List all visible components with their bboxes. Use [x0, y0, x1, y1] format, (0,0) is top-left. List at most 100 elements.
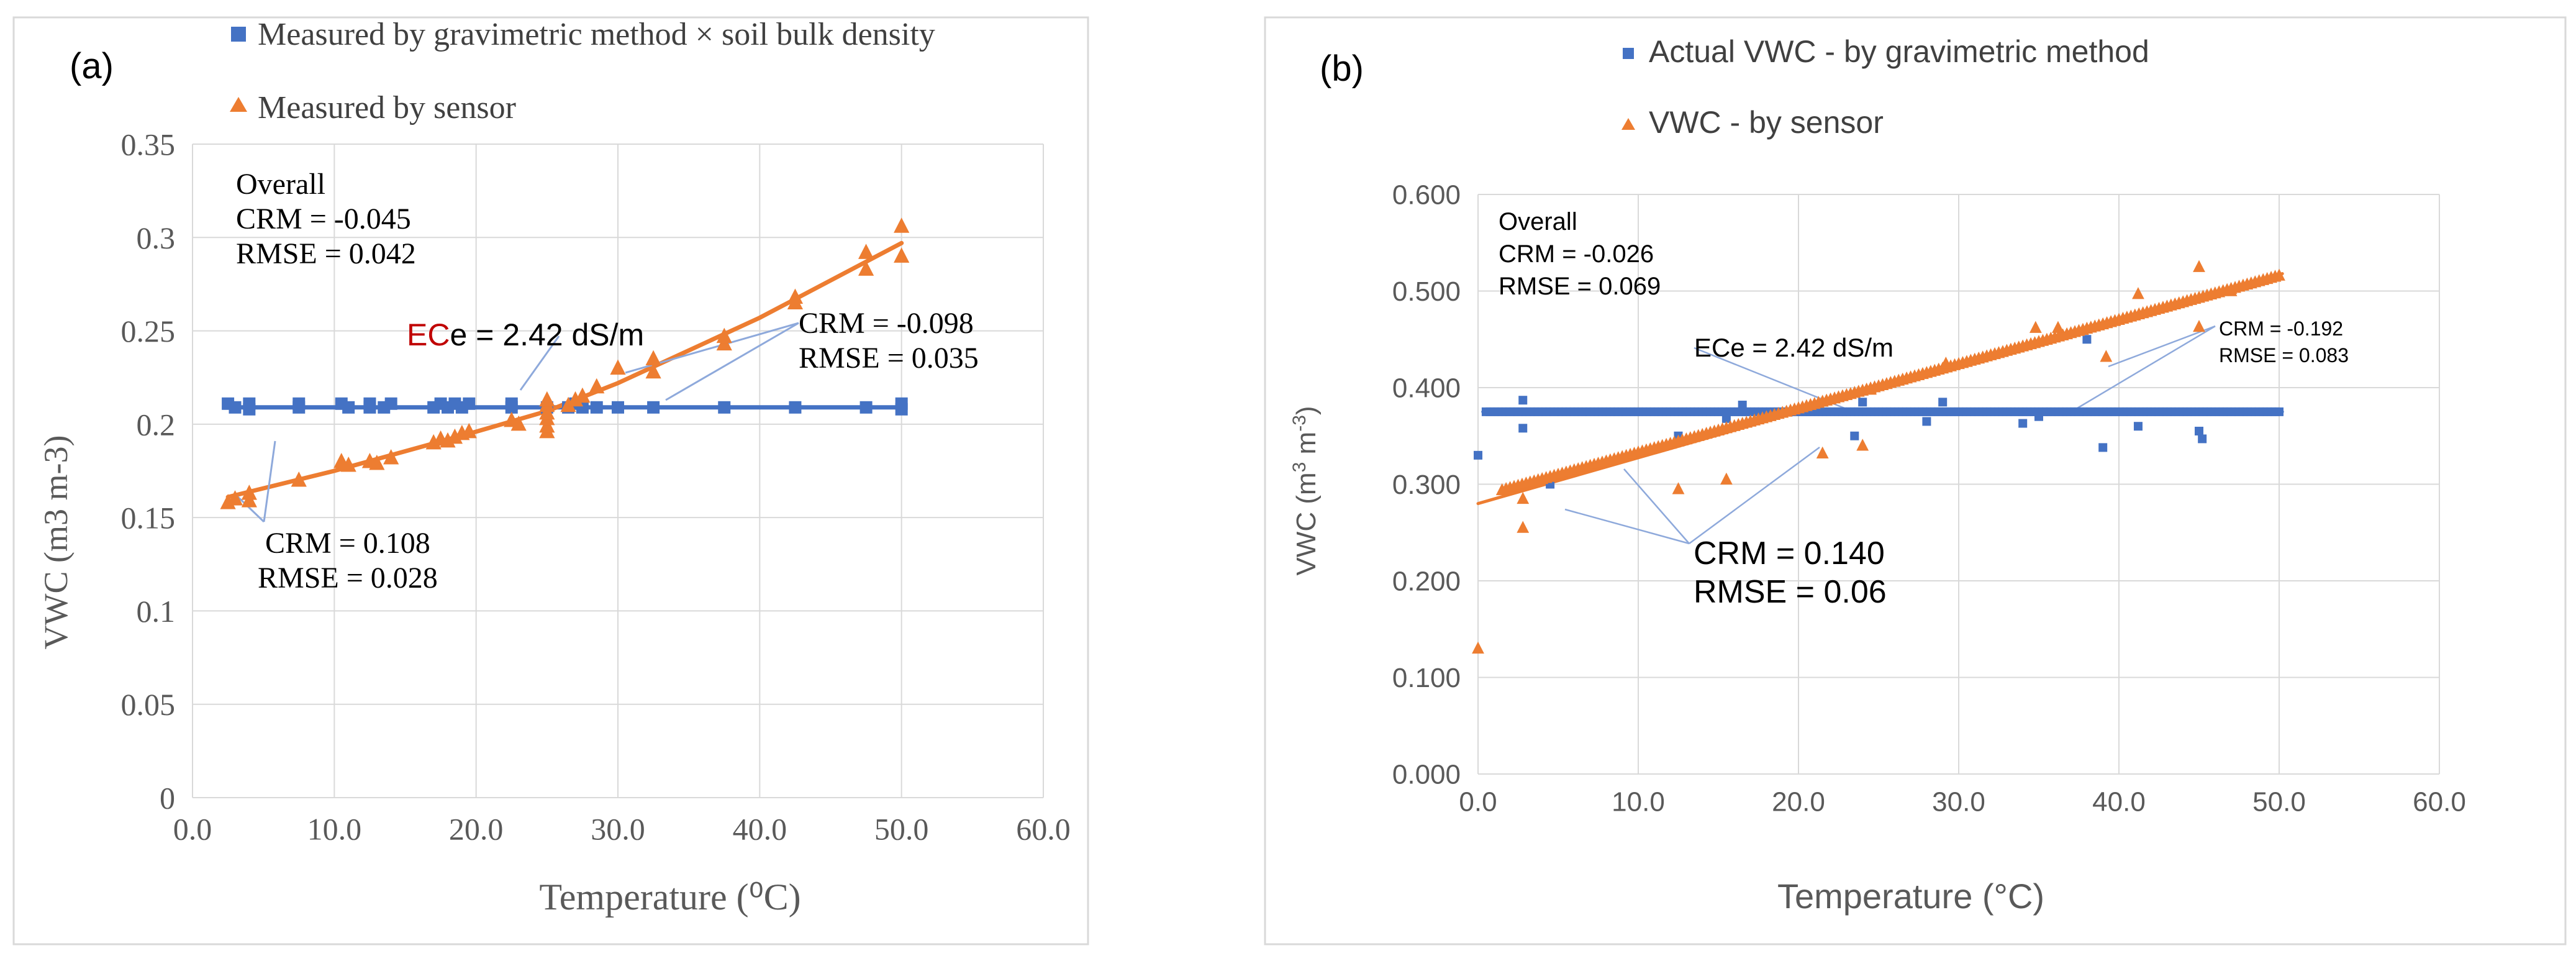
chart-a-point-series-0 — [789, 401, 802, 414]
chart-b-point-series-1 — [2132, 287, 2144, 299]
chart-b-point-series-0 — [2018, 419, 2028, 428]
chart-b-point-series-1 — [2225, 284, 2238, 296]
chart-a-legend-marker-sensor — [230, 97, 247, 112]
chart-b-point-series-0 — [2034, 412, 2043, 421]
chart-a-point-series-0 — [363, 397, 376, 410]
chart-a-point-series-1 — [560, 396, 576, 412]
chart-a-point-series-0 — [895, 403, 908, 416]
chart-b-y-tick-label: 0.100 — [1392, 663, 1461, 693]
chart-b: (b) Actual VWC - by gravimetric method V… — [1264, 16, 2567, 945]
chart-a-point-series-0 — [647, 401, 660, 414]
chart-a-point-series-1 — [340, 456, 356, 472]
chart-b-leader-line — [2108, 325, 2216, 368]
chart-b-point-series-0 — [2275, 407, 2283, 416]
chart-a-low-crm: CRM = 0.108 — [265, 527, 430, 560]
chart-b-point-series-0 — [2133, 422, 2143, 431]
chart-a-y-tick-label: 0.25 — [121, 314, 176, 348]
chart-a-low-rmse: RMSE = 0.028 — [258, 562, 438, 594]
chart-a-point-series-1 — [716, 327, 732, 344]
chart-a-point-series-1 — [787, 288, 804, 304]
chart-b-y-label-sup2: -3 — [1289, 415, 1310, 432]
chart-b-point-series-1 — [1939, 357, 1952, 369]
chart-a-x-tick-label: 60.0 — [1016, 812, 1071, 847]
chart-b-overall-crm: CRM = -0.026 — [1499, 240, 1654, 268]
chart-a-y-tick-label: 0.3 — [137, 221, 176, 255]
chart-a-data-points — [220, 217, 910, 509]
chart-b-point-series-1 — [1864, 383, 1877, 395]
chart-b-legend-marker-gravimetric — [1623, 48, 1634, 59]
chart-a-point-series-1 — [645, 350, 661, 366]
chart-b-frame — [1264, 16, 2567, 945]
chart-b-point-series-0 — [1738, 400, 1747, 409]
chart-b-x-tick-label: 0.0 — [1459, 786, 1497, 817]
chart-b-data-points — [1472, 260, 2285, 654]
chart-b-point-series-1 — [2193, 260, 2205, 272]
chart-a-point-series-0 — [229, 401, 242, 414]
chart-a-point-series-1 — [574, 387, 591, 403]
chart-a-point-series-1 — [510, 415, 527, 431]
chart-b-leader-line — [1689, 446, 1820, 545]
chart-b-point-series-1 — [2100, 350, 2113, 362]
chart-b-legend-label-gravimetric: Actual VWC - by gravimetric method — [1649, 34, 2149, 69]
chart-a-point-series-1 — [369, 454, 385, 470]
chart-b-panel-label: (b) — [1320, 48, 1364, 89]
chart-a-point-series-1 — [645, 363, 661, 379]
chart-b-x-tick-label: 40.0 — [2092, 786, 2146, 817]
chart-b-point-series-1 — [1856, 439, 1869, 451]
chart-a-x-tick-label: 50.0 — [874, 812, 929, 847]
chart-a-point-series-1 — [241, 485, 257, 500]
chart-a-point-series-1 — [227, 490, 243, 506]
chart-b-legend-marker-sensor — [1621, 118, 1635, 130]
chart-b-annotations: Overall CRM = -0.026 RMSE = 0.069 ECe = … — [1499, 208, 2349, 610]
chart-b-overall-title: Overall — [1499, 208, 1577, 235]
chart-b-point-series-1 — [1517, 521, 1530, 533]
chart-a-ece-rest: e = 2.42 dS/m — [450, 317, 644, 352]
chart-a-point-series-1 — [894, 217, 910, 233]
chart-b-y-label-end: ) — [1291, 406, 1322, 415]
chart-a-point-series-1 — [610, 359, 626, 375]
chart-b-point-series-1 — [1517, 491, 1530, 504]
chart-a-x-tick-label: 20.0 — [449, 812, 504, 847]
chart-a-x-tick-label: 30.0 — [591, 812, 645, 847]
chart-b-high-rmse: RMSE = 0.083 — [2219, 344, 2349, 367]
chart-b-x-tick-label: 60.0 — [2413, 786, 2466, 817]
chart-b-y-label-sup1: 3 — [1289, 462, 1310, 473]
chart-b-mid-rmse: RMSE = 0.06 — [1694, 574, 1887, 610]
chart-a-legend-label-sensor: Measured by sensor — [258, 90, 516, 125]
chart-a-point-series-1 — [589, 378, 605, 394]
chart-a-axes: 0 0.05 0.1 0.15 0.2 0.25 0.3 0.35 0.0 10.0 20.0 30.… — [121, 127, 1071, 847]
chart-b-point-series-0 — [2082, 335, 2092, 344]
chart-a-ece-annotation: ECe = 2.42 dS/m — [407, 317, 644, 352]
chart-b-y-tick-label: 0.300 — [1392, 470, 1461, 500]
chart-a-point-series-0 — [859, 401, 873, 414]
chart-a: (a) Measured by gravimetric method × soi… — [12, 16, 1089, 945]
chart-b-high-crm: CRM = -0.192 — [2219, 317, 2343, 340]
chart-a-y-tick-label: 0.05 — [121, 687, 176, 722]
chart-a-high-crm: CRM = -0.098 — [799, 307, 974, 340]
chart-b-point-series-0 — [1858, 398, 1867, 407]
chart-a-point-series-0 — [243, 403, 256, 416]
chart-b-point-series-1 — [2052, 321, 2064, 333]
chart-a-y-axis-label: VWC (m3 m-3) — [37, 435, 75, 650]
chart-b-point-series-0 — [2098, 443, 2108, 452]
chart-a-point-series-0 — [612, 401, 624, 414]
chart-a-x-tick-label: 0.0 — [173, 812, 212, 847]
chart-b-point-series-1 — [1472, 641, 1484, 654]
chart-b-mid-crm: CRM = 0.140 — [1694, 535, 1885, 572]
chart-b-x-tick-label: 50.0 — [2252, 786, 2306, 817]
chart-b-point-series-0 — [2198, 434, 2207, 444]
chart-a-overall-title: Overall — [236, 168, 325, 201]
chart-a-y-tick-label: 0.2 — [137, 407, 176, 442]
chart-a-point-series-0 — [342, 401, 355, 414]
chart-a-overall-rmse: RMSE = 0.042 — [236, 237, 416, 270]
chart-a-x-tick-label: 10.0 — [307, 812, 362, 847]
chart-a-point-series-0 — [590, 401, 603, 414]
chart-a-legend-label-gravimetric: Measured by gravimetric method × soil bu… — [258, 17, 935, 52]
chart-b-y-label-mid: m — [1291, 432, 1322, 462]
chart-a-point-series-1 — [858, 244, 874, 259]
chart-a-ece-ec: EC — [407, 317, 450, 352]
chart-b-point-series-1 — [2273, 268, 2285, 281]
chart-b-leader-line — [1623, 468, 1690, 544]
chart-b-point-series-0 — [1518, 424, 1528, 433]
chart-b-y-label-main: VWC (m — [1291, 472, 1322, 575]
